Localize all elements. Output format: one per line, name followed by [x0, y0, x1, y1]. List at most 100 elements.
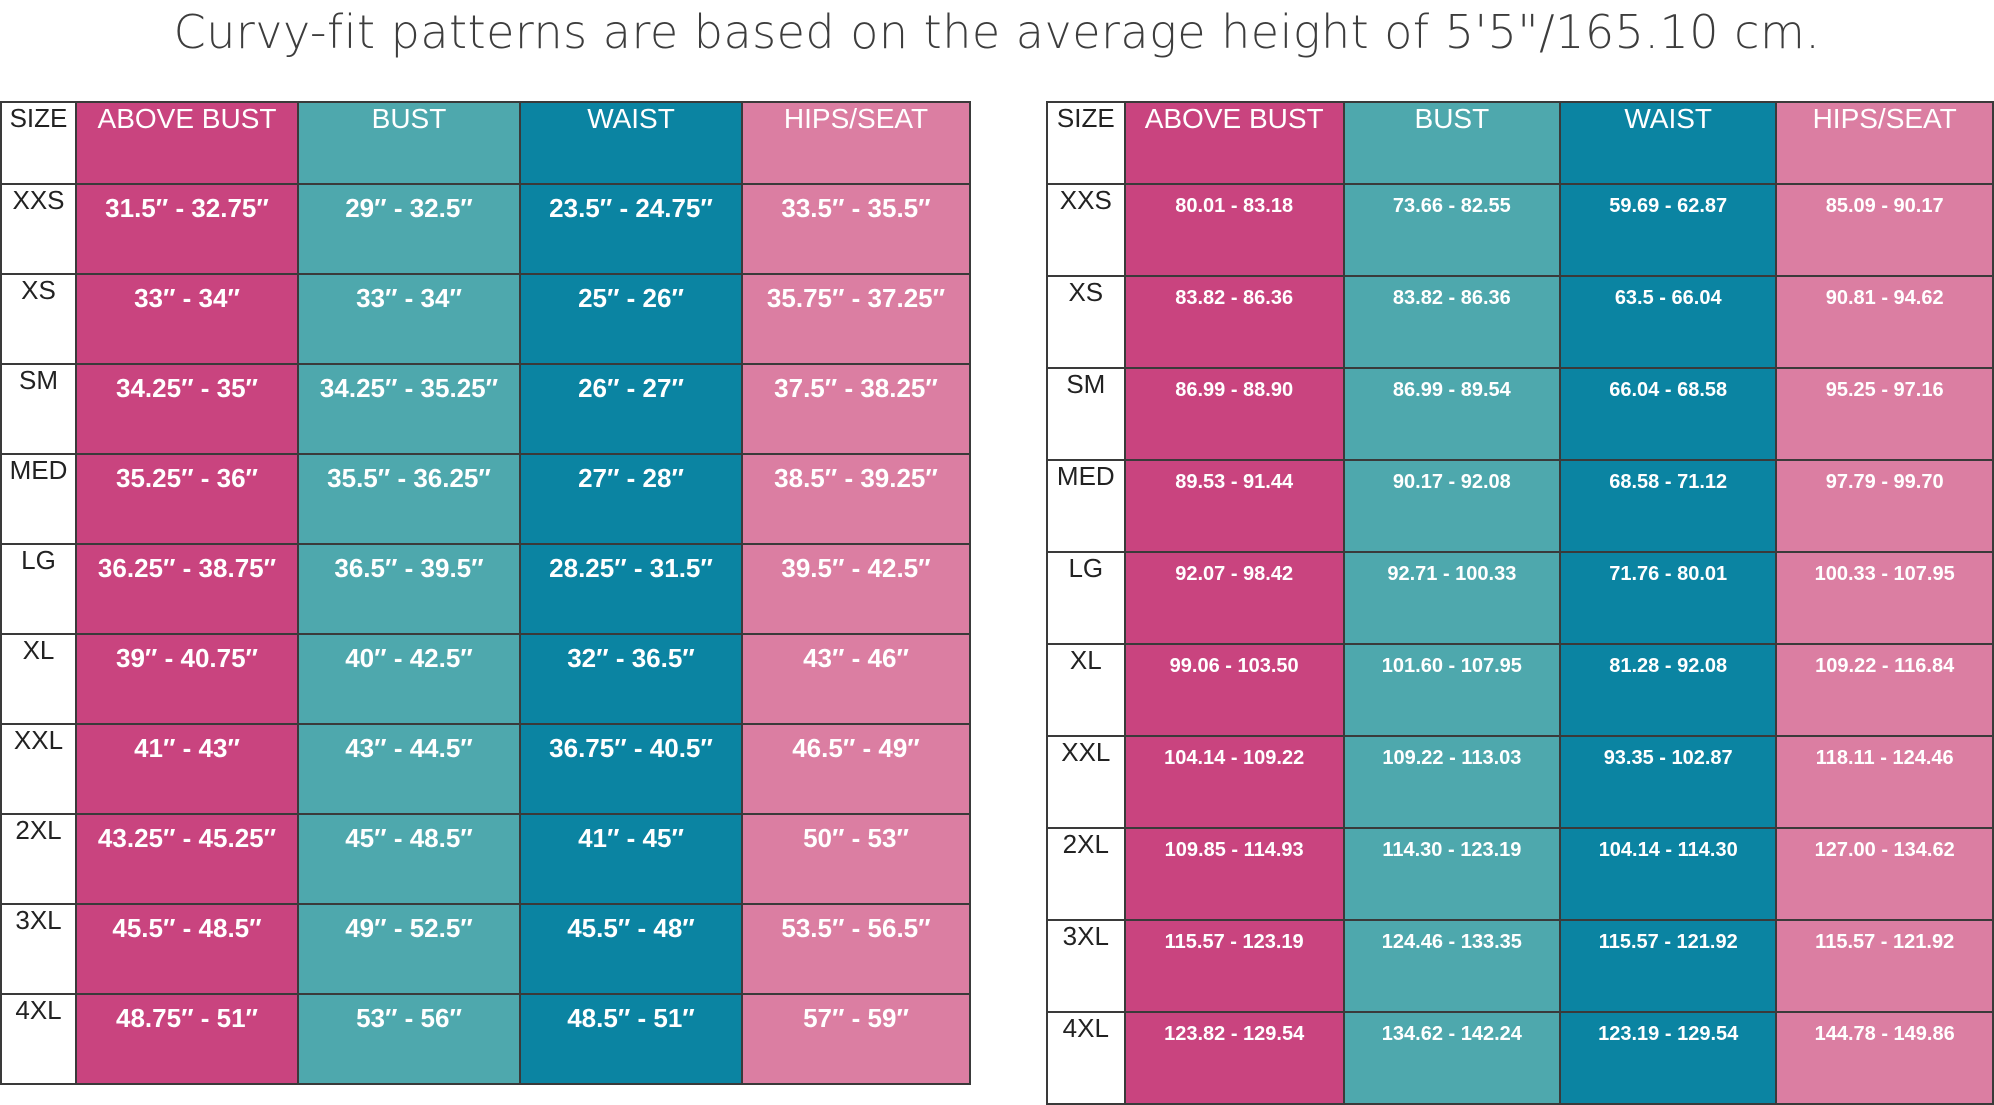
table-row: 4XL 123.82 - 129.54 134.62 - 142.24 123.19 …: [1046, 1011, 1994, 1105]
bust-cell: 33″ - 34″: [297, 273, 521, 365]
hips-seat-cell: 38.5″ - 39.25″: [741, 453, 971, 545]
hips-seat-cell: 95.25 - 97.16: [1775, 367, 1994, 461]
hips-seat-cell: 53.5″ - 56.5″: [741, 903, 971, 995]
above-bust-cell: 33″ - 34″: [75, 273, 299, 365]
table-row: XXS 80.01 - 83.18 73.66 - 82.55 59.69 - 62.…: [1046, 183, 1994, 277]
hips-seat-cell: 33.5″ - 35.5″: [741, 183, 971, 275]
above-bust-cell: 41″ - 43″: [75, 723, 299, 815]
table-row: 3XL 115.57 - 123.19 124.46 - 133.35 115.57 …: [1046, 919, 1994, 1013]
hips-seat-cell: 39.5″ - 42.5″: [741, 543, 971, 635]
size-cell: XXS: [1046, 183, 1126, 277]
table-row: SM 34.25″ - 35″ 34.25″ - 35.25″ 26″ - 27″ 37…: [0, 363, 971, 455]
size-cell: MED: [0, 453, 77, 545]
hips-seat-cell: 115.57 - 121.92: [1775, 919, 1994, 1013]
hips-seat-cell: 85.09 - 90.17: [1775, 183, 1994, 277]
bust-cell: 101.60 - 107.95: [1342, 643, 1562, 737]
table-row: SM 86.99 - 88.90 86.99 - 89.54 66.04 - 68.5…: [1046, 367, 1994, 461]
hips-seat-cell: 109.22 - 116.84: [1775, 643, 1994, 737]
header-bust: BUST: [1342, 101, 1562, 185]
header-size: SIZE: [0, 101, 77, 185]
size-chart-cm: SIZE ABOVE BUST BUST WAIST HIPS/SEAT XXS…: [1046, 101, 1994, 1105]
size-cell: LG: [0, 543, 77, 635]
table-row: XXL 41″ - 43″ 43″ - 44.5″ 36.75″ - 40.5″ 46.…: [0, 723, 971, 815]
waist-cell: 45.5″ - 48″: [519, 903, 743, 995]
waist-cell: 23.5″ - 24.75″: [519, 183, 743, 275]
bust-cell: 73.66 - 82.55: [1342, 183, 1562, 277]
bust-cell: 36.5″ - 39.5″: [297, 543, 521, 635]
hips-seat-cell: 43″ - 46″: [741, 633, 971, 725]
header-row: SIZE ABOVE BUST BUST WAIST HIPS/SEAT: [0, 101, 971, 185]
size-cell: XL: [1046, 643, 1126, 737]
above-bust-cell: 31.5″ - 32.75″: [75, 183, 299, 275]
size-cell: LG: [1046, 551, 1126, 645]
above-bust-cell: 36.25″ - 38.75″: [75, 543, 299, 635]
waist-cell: 66.04 - 68.58: [1559, 367, 1778, 461]
waist-cell: 36.75″ - 40.5″: [519, 723, 743, 815]
above-bust-cell: 89.53 - 91.44: [1123, 459, 1345, 553]
waist-cell: 71.76 - 80.01: [1559, 551, 1778, 645]
hips-seat-cell: 97.79 - 99.70: [1775, 459, 1994, 553]
table-row: XXL 104.14 - 109.22 109.22 - 113.03 93.35 -…: [1046, 735, 1994, 829]
above-bust-cell: 83.82 - 86.36: [1123, 275, 1345, 369]
header-hips-seat: HIPS/SEAT: [1775, 101, 1994, 185]
hips-seat-cell: 118.11 - 124.46: [1775, 735, 1994, 829]
size-cell: 4XL: [0, 993, 77, 1085]
size-cell: 4XL: [1046, 1011, 1126, 1105]
header-above-bust: ABOVE BUST: [1123, 101, 1345, 185]
bust-cell: 92.71 - 100.33: [1342, 551, 1562, 645]
hips-seat-cell: 35.75″ - 37.25″: [741, 273, 971, 365]
waist-cell: 27″ - 28″: [519, 453, 743, 545]
hips-seat-cell: 127.00 - 134.62: [1775, 827, 1994, 921]
size-cell: 2XL: [1046, 827, 1126, 921]
table-row: XS 33″ - 34″ 33″ - 34″ 25″ - 26″ 35.75″ - 37…: [0, 273, 971, 365]
above-bust-cell: 45.5″ - 48.5″: [75, 903, 299, 995]
bust-cell: 53″ - 56″: [297, 993, 521, 1085]
header-above-bust: ABOVE BUST: [75, 101, 299, 185]
bust-cell: 134.62 - 142.24: [1342, 1011, 1562, 1105]
waist-cell: 59.69 - 62.87: [1559, 183, 1778, 277]
table-row: XS 83.82 - 86.36 83.82 - 86.36 63.5 - 66.04…: [1046, 275, 1994, 369]
bust-cell: 43″ - 44.5″: [297, 723, 521, 815]
waist-cell: 41″ - 45″: [519, 813, 743, 905]
bust-cell: 90.17 - 92.08: [1342, 459, 1562, 553]
waist-cell: 68.58 - 71.12: [1559, 459, 1778, 553]
above-bust-cell: 99.06 - 103.50: [1123, 643, 1345, 737]
bust-cell: 35.5″ - 36.25″: [297, 453, 521, 545]
waist-cell: 28.25″ - 31.5″: [519, 543, 743, 635]
above-bust-cell: 43.25″ - 45.25″: [75, 813, 299, 905]
bust-cell: 114.30 - 123.19: [1342, 827, 1562, 921]
waist-cell: 48.5″ - 51″: [519, 993, 743, 1085]
bust-cell: 49″ - 52.5″: [297, 903, 521, 995]
waist-cell: 32″ - 36.5″: [519, 633, 743, 725]
above-bust-cell: 109.85 - 114.93: [1123, 827, 1345, 921]
hips-seat-cell: 50″ - 53″: [741, 813, 971, 905]
page-title: Curvy-fit patterns are based on the aver…: [173, 5, 1821, 59]
cm-table-body: XXS 80.01 - 83.18 73.66 - 82.55 59.69 - 62.…: [1046, 183, 1994, 1105]
waist-cell: 26″ - 27″: [519, 363, 743, 455]
table-row: XXS 31.5″ - 32.75″ 29″ - 32.5″ 23.5″ - 24.7…: [0, 183, 971, 275]
above-bust-cell: 104.14 - 109.22: [1123, 735, 1345, 829]
table-row: 2XL 43.25″ - 45.25″ 45″ - 48.5″ 41″ - 45″ 50…: [0, 813, 971, 905]
bust-cell: 29″ - 32.5″: [297, 183, 521, 275]
table-row: MED 35.25″ - 36″ 35.5″ - 36.25″ 27″ - 28″ 38…: [0, 453, 971, 545]
table-row: 3XL 45.5″ - 48.5″ 49″ - 52.5″ 45.5″ - 48″ 53…: [0, 903, 971, 995]
size-cell: XS: [1046, 275, 1126, 369]
above-bust-cell: 34.25″ - 35″: [75, 363, 299, 455]
inches-table-body: XXS 31.5″ - 32.75″ 29″ - 32.5″ 23.5″ - 24.7…: [0, 183, 971, 1085]
hips-seat-cell: 90.81 - 94.62: [1775, 275, 1994, 369]
table-row: LG 92.07 - 98.42 92.71 - 100.33 71.76 - 80.…: [1046, 551, 1994, 645]
above-bust-cell: 123.82 - 129.54: [1123, 1011, 1345, 1105]
table-row: MED 89.53 - 91.44 90.17 - 92.08 68.58 - 71.…: [1046, 459, 1994, 553]
above-bust-cell: 80.01 - 83.18: [1123, 183, 1345, 277]
above-bust-cell: 35.25″ - 36″: [75, 453, 299, 545]
above-bust-cell: 115.57 - 123.19: [1123, 919, 1345, 1013]
size-cell: MED: [1046, 459, 1126, 553]
bust-cell: 40″ - 42.5″: [297, 633, 521, 725]
bust-cell: 109.22 - 113.03: [1342, 735, 1562, 829]
hips-seat-cell: 144.78 - 149.86: [1775, 1011, 1994, 1105]
waist-cell: 104.14 - 114.30: [1559, 827, 1778, 921]
size-cell: XXS: [0, 183, 77, 275]
size-cell: XL: [0, 633, 77, 725]
waist-cell: 25″ - 26″: [519, 273, 743, 365]
bust-cell: 45″ - 48.5″: [297, 813, 521, 905]
